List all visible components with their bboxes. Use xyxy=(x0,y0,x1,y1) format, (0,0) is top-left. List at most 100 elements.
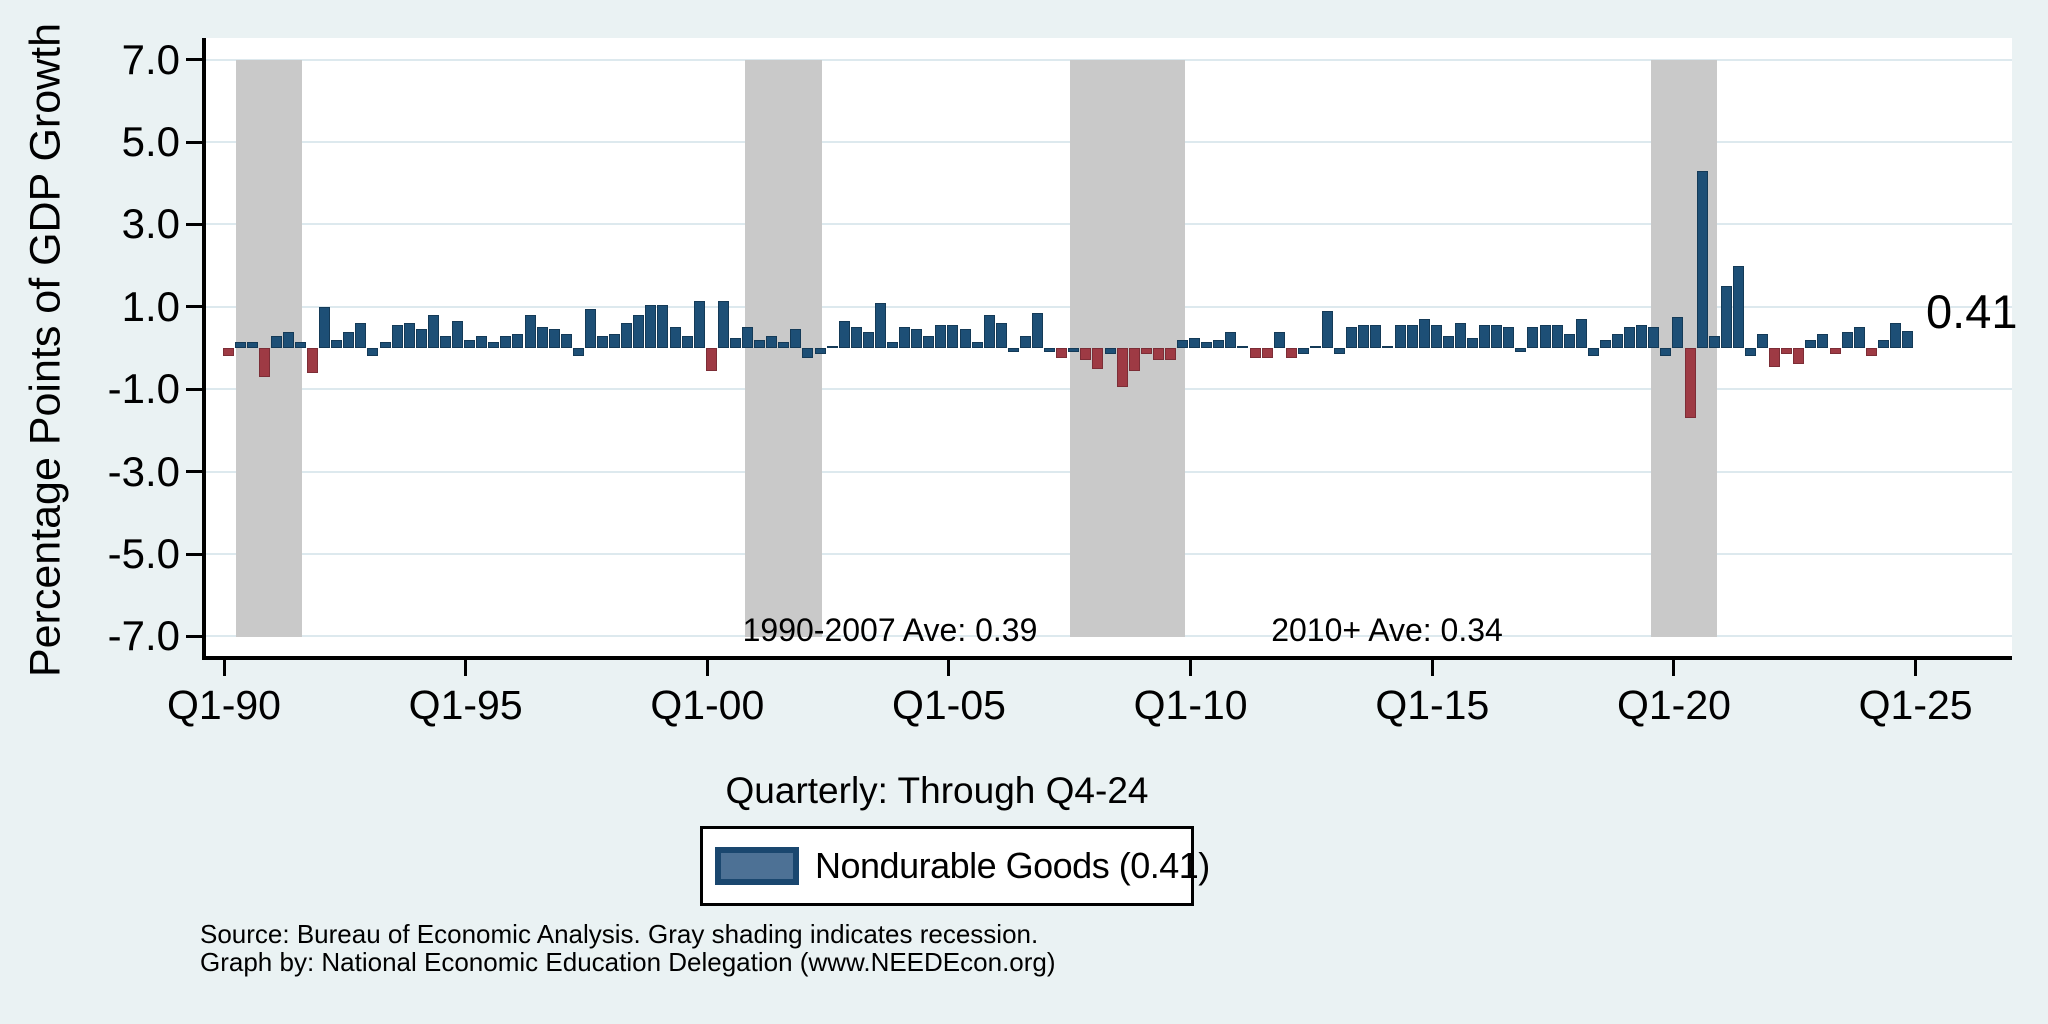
bar-q23 xyxy=(500,335,512,348)
annotation-ave-2010-plus: 2010+ Ave: 0.34 xyxy=(1271,612,1503,648)
bar-q4 xyxy=(270,335,282,348)
bar-q105 xyxy=(1491,325,1503,348)
bar-q35 xyxy=(645,304,657,348)
bar-q119 xyxy=(1660,348,1672,357)
bar-q89 xyxy=(1297,348,1309,355)
bar-q71 xyxy=(1080,348,1092,361)
y-tick-3.0 xyxy=(186,222,202,226)
x-tick-Q1-00 xyxy=(705,660,709,676)
bar-q21 xyxy=(476,335,488,348)
bar-q73 xyxy=(1104,348,1116,355)
bar-q120 xyxy=(1672,317,1684,348)
y-tick-label--1.0: -1.0 xyxy=(107,365,180,413)
bar-q27 xyxy=(548,329,560,348)
bar-q87 xyxy=(1273,331,1285,348)
bar-q138 xyxy=(1889,323,1901,348)
bar-q130 xyxy=(1793,348,1805,365)
y-tick-label--5.0: -5.0 xyxy=(107,530,180,577)
bar-q22 xyxy=(488,341,500,348)
bar-q62 xyxy=(971,341,983,348)
bar-q79 xyxy=(1177,339,1189,348)
bar-q0 xyxy=(222,348,234,357)
bar-q12 xyxy=(367,348,379,357)
bar-q13 xyxy=(379,341,391,348)
source-line-2: Graph by: National Economic Education De… xyxy=(200,947,1056,977)
y-tick--5.0 xyxy=(186,552,202,556)
bar-q54 xyxy=(874,302,886,348)
bar-q43 xyxy=(742,327,754,348)
gridline-y7 xyxy=(206,58,2012,61)
bar-q86 xyxy=(1261,348,1273,359)
bar-q64 xyxy=(995,323,1007,348)
bar-q66 xyxy=(1019,335,1031,348)
y-tick-5.0 xyxy=(186,140,202,144)
bar-q34 xyxy=(633,315,645,348)
bar-q52 xyxy=(850,327,862,348)
y-tick-1.0 xyxy=(186,305,202,309)
bar-q33 xyxy=(621,323,633,348)
y-tick-7.0 xyxy=(186,58,202,62)
y-tick--1.0 xyxy=(186,387,202,391)
bar-q28 xyxy=(560,333,572,348)
bar-q123 xyxy=(1708,335,1720,348)
bar-q112 xyxy=(1575,319,1587,348)
bar-q107 xyxy=(1515,348,1527,353)
source-line-1: Source: Bureau of Economic Analysis. Gra… xyxy=(200,919,1039,949)
bar-q97 xyxy=(1394,325,1406,348)
x-tick-label-Q1-20: Q1-20 xyxy=(1616,682,1731,728)
bar-q17 xyxy=(427,315,439,348)
bar-q95 xyxy=(1370,325,1382,348)
x-tick-Q1-10 xyxy=(1189,660,1193,676)
bar-q36 xyxy=(657,304,669,348)
bar-q1 xyxy=(234,341,246,348)
bar-q124 xyxy=(1720,286,1732,348)
bar-q67 xyxy=(1032,312,1044,348)
x-tick-Q1-95 xyxy=(464,660,468,676)
bar-q113 xyxy=(1587,348,1599,357)
bar-q55 xyxy=(887,341,899,348)
bar-q9 xyxy=(331,339,343,348)
bar-q74 xyxy=(1116,348,1128,388)
bar-q116 xyxy=(1624,327,1636,348)
bar-q68 xyxy=(1044,348,1056,353)
bar-q118 xyxy=(1648,327,1660,348)
y-tick-label-5.0: 5.0 xyxy=(121,118,180,165)
annotation-ave-1990-2007: 1990-2007 Ave: 0.39 xyxy=(742,612,1038,648)
bar-q31 xyxy=(597,335,609,348)
bar-q63 xyxy=(983,315,995,348)
y-tick-label--7.0: -7.0 xyxy=(107,612,180,660)
y-tick-label-3.0: 3.0 xyxy=(121,200,180,248)
bar-q128 xyxy=(1769,348,1781,367)
bar-q37 xyxy=(669,327,681,348)
bar-q42 xyxy=(729,337,741,348)
bar-q70 xyxy=(1068,348,1080,353)
bar-q45 xyxy=(766,335,778,348)
x-tick-Q1-25 xyxy=(1914,660,1918,676)
bar-q106 xyxy=(1503,327,1515,348)
bar-q75 xyxy=(1128,348,1140,371)
bar-q44 xyxy=(754,339,766,348)
bar-q93 xyxy=(1346,327,1358,348)
bar-q125 xyxy=(1732,265,1744,348)
bar-q100 xyxy=(1430,325,1442,348)
bar-q3 xyxy=(258,348,270,377)
bar-q30 xyxy=(584,308,596,348)
bar-q56 xyxy=(899,327,911,348)
bar-q60 xyxy=(947,325,959,348)
bar-q83 xyxy=(1225,331,1237,348)
x-tick-Q1-05 xyxy=(947,660,951,676)
bar-q81 xyxy=(1201,341,1213,348)
bar-q51 xyxy=(838,321,850,348)
bar-q50 xyxy=(826,345,838,348)
bar-q10 xyxy=(343,331,355,348)
bar-q59 xyxy=(935,325,947,348)
bar-q48 xyxy=(802,348,814,359)
bar-q76 xyxy=(1140,348,1152,355)
bar-q69 xyxy=(1056,348,1068,359)
x-tick-label-Q1-10: Q1-10 xyxy=(1133,682,1248,728)
bar-q101 xyxy=(1442,335,1454,348)
bar-q137 xyxy=(1877,339,1889,348)
bar-q111 xyxy=(1563,333,1575,348)
x-tick-Q1-90 xyxy=(222,660,226,676)
